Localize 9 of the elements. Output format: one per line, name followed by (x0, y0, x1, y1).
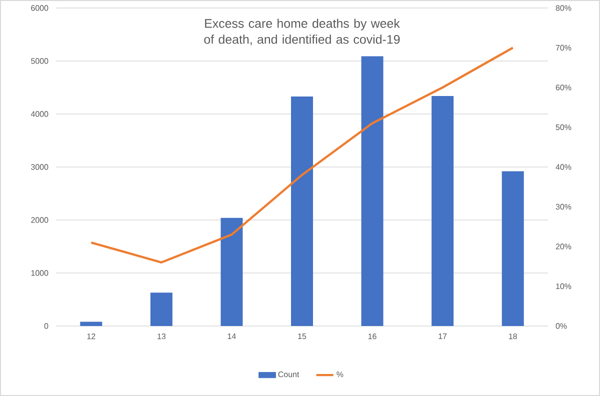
line-series (90, 46, 514, 264)
bar (361, 56, 384, 326)
bar (220, 218, 243, 326)
bar (150, 292, 172, 326)
text: Excess care home deaths by week of death, and identified as covid-19 (204, 18, 400, 46)
bar (291, 96, 314, 326)
bar (80, 322, 102, 326)
bar (432, 96, 454, 326)
bar (502, 171, 524, 326)
